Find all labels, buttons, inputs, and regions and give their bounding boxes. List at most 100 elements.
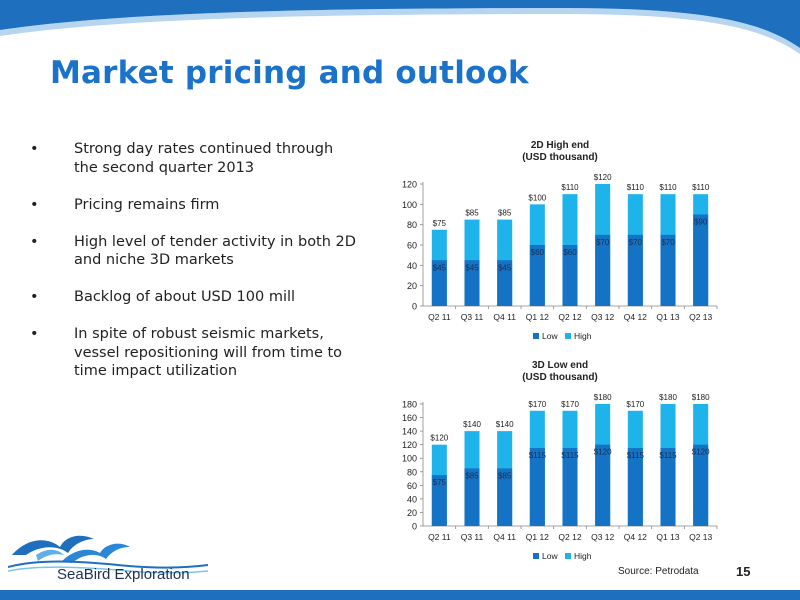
data-label-low: $115	[627, 451, 645, 460]
data-label-low: $45	[465, 263, 479, 272]
y-tick-label: 120	[402, 440, 417, 450]
bullet-dot: •	[30, 196, 39, 213]
x-tick-label: Q2 11	[428, 312, 451, 322]
bullet-dot: •	[30, 326, 39, 342]
bullet-text: Backlog of about USD 100 mill	[74, 289, 296, 305]
x-tick-label: Q4 12	[624, 532, 647, 542]
bullet-item: • In spite of robust seismic markets, ves…	[30, 325, 360, 381]
data-label-high: $170	[528, 400, 546, 409]
y-tick-label: 160	[402, 413, 417, 423]
x-tick-label: Q2 12	[558, 532, 581, 542]
bar-low	[693, 214, 709, 306]
y-tick-label: 80	[407, 467, 417, 477]
data-label-high: $110	[659, 183, 677, 192]
bar-low	[464, 468, 480, 526]
x-tick-label: Q3 11	[461, 532, 484, 542]
data-label-low: $45	[498, 263, 512, 272]
bullet-dot: •	[30, 289, 39, 305]
x-tick-label: Q3 11	[461, 312, 484, 322]
data-label-low: $115	[561, 451, 579, 460]
bullet-dot: •	[30, 141, 39, 157]
bar-low	[693, 444, 709, 526]
chart-3d-low-end: 3D Low end(USD thousand) 0 20 40 60 80 100 120 1…	[402, 360, 718, 561]
data-label-high: $120	[594, 173, 612, 182]
legend-swatch-low	[533, 333, 539, 339]
bullet-item: • Strong day rates continued through the …	[30, 140, 360, 177]
bar-low	[529, 448, 545, 526]
data-label-high: $140	[463, 420, 481, 429]
data-label-high: $170	[561, 400, 579, 409]
data-label-low: $85	[498, 471, 512, 480]
data-label-high: $75	[433, 219, 447, 228]
data-label-low: $90	[694, 218, 708, 227]
data-label-high: $110	[692, 183, 710, 192]
x-tick-label: Q4 11	[493, 532, 516, 542]
data-label-high: $85	[498, 209, 512, 218]
bar-low	[497, 468, 513, 526]
legend-label-high: High	[574, 331, 592, 341]
legend-swatch-high	[565, 333, 571, 339]
legend-label-low: Low	[542, 331, 558, 341]
legend-label-high: High	[574, 551, 592, 561]
bullet-text: Strong day rates continued through the s…	[74, 141, 334, 176]
chart-title: 3D Low end	[532, 360, 588, 371]
data-label-high: $110	[561, 183, 579, 192]
x-tick-label: Q2 12	[558, 312, 581, 322]
bar-low	[627, 234, 643, 306]
y-tick-label: 0	[412, 302, 417, 312]
data-label-high: $140	[496, 420, 514, 429]
data-label-high: $100	[528, 193, 546, 202]
seabird-logo	[8, 535, 208, 574]
y-tick-label: 0	[412, 522, 417, 532]
data-label-high: $110	[627, 183, 645, 192]
y-tick-label: 80	[407, 220, 417, 230]
bar-low	[562, 245, 578, 306]
data-label-high: $180	[594, 393, 612, 402]
bar-low	[660, 234, 676, 306]
data-label-low: $75	[433, 478, 447, 487]
data-label-low: $115	[659, 451, 677, 460]
x-tick-label: Q1 13	[656, 532, 679, 542]
bullet-dot: •	[30, 233, 39, 250]
x-tick-label: Q3 12	[591, 312, 614, 322]
bullet-list: • Strong day rates continued through the …	[30, 140, 360, 399]
data-label-high: $170	[626, 400, 644, 409]
data-label-high: $85	[465, 209, 479, 218]
header-band	[0, 0, 800, 54]
x-tick-label: Q1 12	[526, 312, 549, 322]
bar-low	[595, 444, 611, 526]
y-tick-label: 60	[407, 241, 417, 251]
bar-low	[595, 234, 611, 306]
data-label-low: $60	[563, 248, 577, 257]
page-number: 15	[736, 564, 751, 579]
y-tick-label: 180	[402, 400, 417, 410]
bar-low	[627, 448, 643, 526]
data-label-low: $70	[661, 238, 675, 247]
legend-swatch-low	[533, 553, 539, 559]
bar-low	[497, 260, 513, 306]
chart-subtitle: (USD thousand)	[522, 152, 598, 163]
y-tick-label: 120	[402, 180, 417, 190]
bar-low	[464, 260, 480, 306]
bullet-item: • High level of tender activity in both 2…	[30, 233, 360, 270]
bar-low	[660, 448, 676, 526]
data-label-high: $120	[430, 434, 448, 443]
legend-label-low: Low	[542, 551, 558, 561]
y-tick-label: 20	[407, 281, 417, 291]
data-label-low: $115	[529, 451, 547, 460]
legend-swatch-high	[565, 553, 571, 559]
x-tick-label: Q2 13	[689, 532, 712, 542]
y-tick-label: 40	[407, 494, 417, 504]
x-tick-label: Q4 12	[624, 312, 647, 322]
bullet-item: • Backlog of about USD 100 mill	[30, 288, 360, 307]
y-tick-label: 60	[407, 481, 417, 491]
x-tick-label: Q2 11	[428, 532, 451, 542]
footer-band	[0, 590, 800, 600]
data-label-low: $60	[531, 248, 545, 257]
y-tick-label: 20	[407, 508, 417, 518]
x-tick-label: Q1 12	[526, 532, 549, 542]
data-label-high: $180	[659, 393, 677, 402]
y-tick-label: 100	[402, 454, 417, 464]
x-tick-label: Q1 13	[656, 312, 679, 322]
data-label-low: $85	[465, 471, 479, 480]
